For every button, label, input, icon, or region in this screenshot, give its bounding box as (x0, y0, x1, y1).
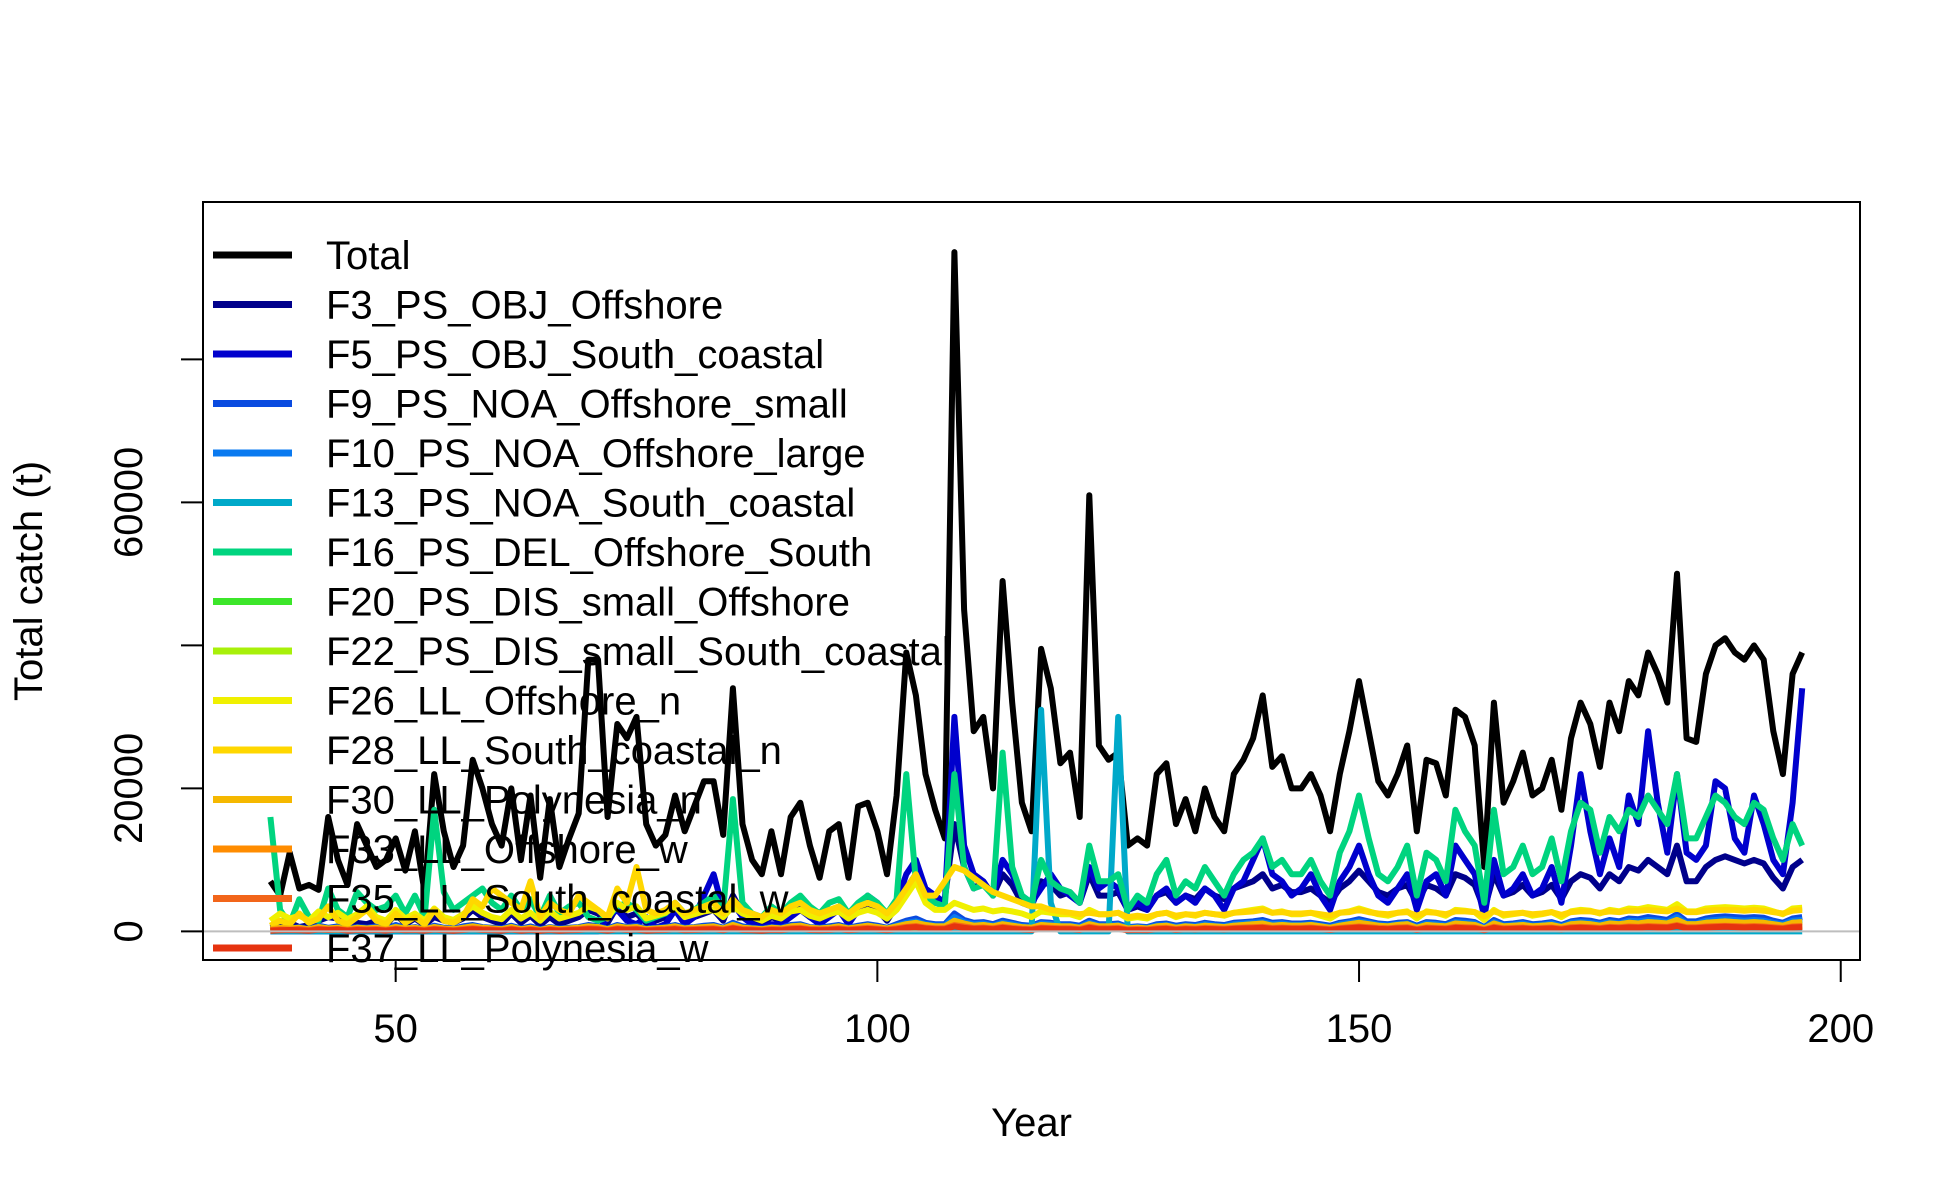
x-tick-label: 50 (373, 1007, 418, 1051)
legend-label: F16_PS_DEL_Offshore_South (326, 531, 872, 575)
legend: Total F3_PS_OBJ_Offshore F5_PS_OBJ_South_c… (213, 234, 951, 971)
x-tick-label: 200 (1807, 1007, 1874, 1051)
legend-label: F3_PS_OBJ_Offshore (326, 284, 723, 328)
legend-label: F33_LL_Offshore_w (326, 828, 688, 872)
legend-label: F5_PS_OBJ_South_coastal (326, 333, 824, 377)
y-tick-label: 20000 (107, 733, 151, 844)
legend-label: F28_LL_South_coastal_n (326, 729, 782, 773)
x-axis-label: Year (991, 1101, 1072, 1145)
legend-label: F35_LL_South_coastal_w (326, 878, 789, 922)
y-axis: 0 20000 60000 (107, 358, 204, 943)
legend-label: Total (326, 234, 411, 278)
legend-label: F30_LL_Polynesia_n (326, 779, 702, 823)
y-tick-label: 60000 (107, 447, 151, 558)
legend-label: F9_PS_NOA_Offshore_small (326, 383, 848, 427)
x-tick-label: 100 (844, 1007, 911, 1051)
series-line-F37_LL_Polynesia_w (270, 923, 1803, 934)
y-axis-label: Total catch (t) (7, 461, 51, 701)
legend-label: F37_LL_Polynesia_w (326, 927, 709, 971)
legend-label: F26_LL_Offshore_n (326, 680, 681, 724)
series-line-Total (267, 249, 1805, 899)
y-tick-label: 0 (107, 920, 151, 942)
x-tick-label: 150 (1326, 1007, 1393, 1051)
series-line-F28_LL_South_coastal_n (269, 864, 1803, 929)
x-axis: 50 100 150 200 (373, 959, 1874, 1051)
legend-label: F10_PS_NOA_Offshore_large (326, 432, 866, 476)
legend-label: F20_PS_DIS_small_Offshore (326, 581, 850, 625)
legend-label: F22_PS_DIS_small_South_coastal (326, 630, 951, 674)
legend-label: F13_PS_NOA_South_coastal (326, 482, 855, 526)
